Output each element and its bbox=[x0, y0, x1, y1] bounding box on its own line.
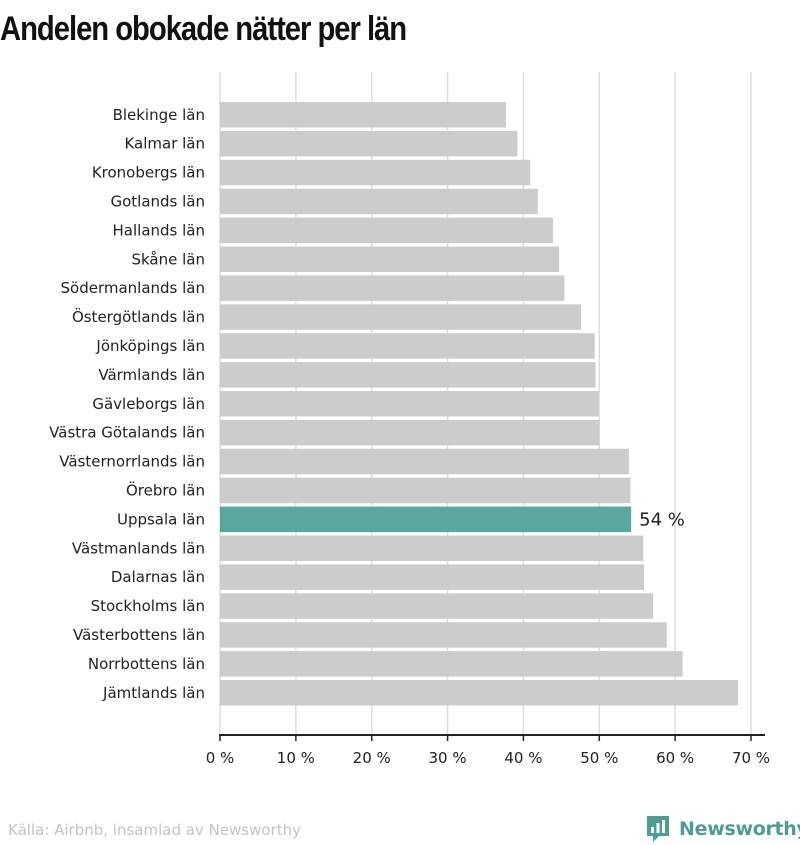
category-label: Jönköpings län bbox=[95, 337, 205, 355]
category-label: Kronobergs län bbox=[92, 164, 205, 182]
bar bbox=[220, 680, 739, 706]
category-label: Skåne län bbox=[131, 250, 205, 268]
bar bbox=[220, 651, 683, 677]
brand-name: Newsworthy bbox=[679, 818, 800, 840]
x-tick-label: 50 % bbox=[580, 749, 618, 767]
category-label: Gävleborgs län bbox=[92, 395, 205, 413]
x-tick-label: 70 % bbox=[732, 749, 770, 767]
bar bbox=[220, 391, 599, 417]
category-label: Hallands län bbox=[113, 221, 205, 239]
x-tick-label: 60 % bbox=[656, 749, 694, 767]
bar bbox=[220, 188, 538, 215]
x-tick-label: 30 % bbox=[429, 749, 467, 767]
category-label: Örebro län bbox=[126, 480, 205, 499]
x-tick-label: 10 % bbox=[277, 749, 315, 767]
x-tick-label: 40 % bbox=[504, 749, 542, 767]
bar bbox=[220, 333, 595, 359]
value-label: 54 % bbox=[639, 509, 685, 530]
bar bbox=[220, 130, 518, 157]
bar bbox=[220, 102, 506, 128]
category-label: Östergötlands län bbox=[72, 307, 205, 326]
category-label: Uppsala län bbox=[117, 510, 205, 528]
bar bbox=[220, 419, 600, 446]
newsworthy-logo-icon bbox=[647, 816, 669, 842]
category-label: Västernorrlands län bbox=[59, 453, 205, 471]
bar bbox=[220, 564, 645, 590]
category-label: Västerbottens län bbox=[73, 626, 205, 644]
x-tick-label: 20 % bbox=[353, 749, 391, 767]
bar bbox=[220, 159, 531, 186]
bar bbox=[220, 622, 667, 648]
category-label: Norrbottens län bbox=[88, 655, 205, 673]
bar bbox=[220, 246, 560, 272]
category-label: Västra Götalands län bbox=[49, 424, 205, 442]
category-label: Jämtlands län bbox=[102, 684, 205, 702]
bar bbox=[220, 593, 654, 619]
bar bbox=[220, 477, 631, 504]
chart-title: Andelen obokade nätter per län bbox=[0, 10, 407, 48]
category-label: Stockholms län bbox=[91, 597, 205, 615]
bar bbox=[220, 362, 596, 388]
category-label: Västmanlands län bbox=[72, 539, 205, 557]
bar bbox=[220, 275, 565, 301]
brand-logo[interactable]: Newsworthy bbox=[645, 814, 800, 844]
category-label: Blekinge län bbox=[113, 106, 205, 124]
category-label: Dalarnas län bbox=[111, 568, 205, 586]
category-label: Södermanlands län bbox=[61, 279, 206, 297]
source-note: Källa: Airbnb, insamlad av Newsworthy bbox=[8, 821, 301, 839]
bar bbox=[220, 535, 644, 561]
category-label: Gotlands län bbox=[110, 192, 205, 210]
bar bbox=[220, 506, 632, 533]
x-tick-label: 0 % bbox=[206, 749, 235, 767]
category-label: Kalmar län bbox=[124, 135, 205, 153]
bar bbox=[220, 304, 582, 330]
bar bbox=[220, 217, 554, 244]
bar-chart: Blekinge län Kalmar län Kronobergs län Gotl… bbox=[49, 72, 770, 767]
bar bbox=[220, 448, 629, 475]
category-label: Värmlands län bbox=[98, 366, 205, 384]
